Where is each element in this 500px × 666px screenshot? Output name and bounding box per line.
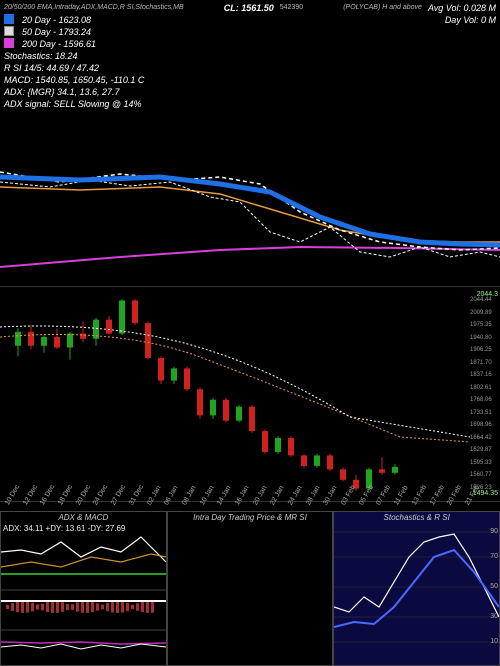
ma200-label: 200 Day - 1596.61 (22, 38, 96, 50)
header-dayvol: Day Vol: 0 M (445, 14, 496, 26)
macd-label: MACD: 1540.85, 1650.45, -110.1 C (4, 74, 496, 86)
candlestick-chart: 2044.442009.891975.351940.801906.251871.… (0, 287, 500, 502)
ma20-label: 20 Day - 1623.08 (22, 14, 91, 26)
adx-signal: ADX signal: SELL Slowing @ 14% (4, 98, 496, 110)
header-title: 20/50/200 EMA,Intraday,ADX,MACD,R SI,Sto… (4, 2, 184, 14)
candle-y-axis: 2044.442009.891975.351940.801906.251871.… (470, 287, 500, 501)
stoch-label: Stochastics: 18.24 (4, 50, 496, 62)
indicator-panels: ADX & MACD ADX: 34.11 +DY: 13.61 -DY: 27… (0, 511, 500, 666)
header-name: (POLYCAB) H and above (343, 2, 422, 14)
chart-header: 20/50/200 EMA,Intraday,ADX,MACD,R SI,Sto… (0, 0, 500, 112)
rsi-label: R SI 14/5: 44.69 / 47.42 (4, 62, 496, 74)
stoch-panel-title: Stochastics & R SI (334, 513, 499, 522)
ma50-swatch (4, 26, 14, 36)
high-label: 2044.3 (477, 291, 498, 298)
stochastics-panel: Stochastics & R SI 9070503010 (333, 511, 500, 666)
header-sym: 542390 (280, 2, 303, 14)
adx-panel-text: ADX: 34.11 +DY: 13.61 -DY: 27.69 (3, 524, 125, 533)
intra-panel-title: Intra Day Trading Price & MR SI (168, 513, 333, 522)
date-axis: 10 Dec12 Dec16 Dec18 Dec20 Dec24 Dec27 D… (0, 502, 500, 511)
ma200-swatch (4, 38, 14, 48)
intraday-panel: Intra Day Trading Price & MR SI (167, 511, 334, 666)
moving-average-chart (0, 112, 500, 287)
header-avgvol: Avg Vol: 0.028 M (428, 2, 496, 14)
ma50-label: 50 Day - 1793.24 (22, 26, 91, 38)
adx-panel-title: ADX & MACD (1, 513, 166, 522)
ma20-swatch (4, 14, 14, 24)
header-close: CL: 1561.50 (224, 2, 274, 14)
adx-label: ADX: {MGR} 34.1, 13.6, 27.7 (4, 86, 496, 98)
adx-macd-panel: ADX & MACD ADX: 34.11 +DY: 13.61 -DY: 27… (0, 511, 167, 666)
